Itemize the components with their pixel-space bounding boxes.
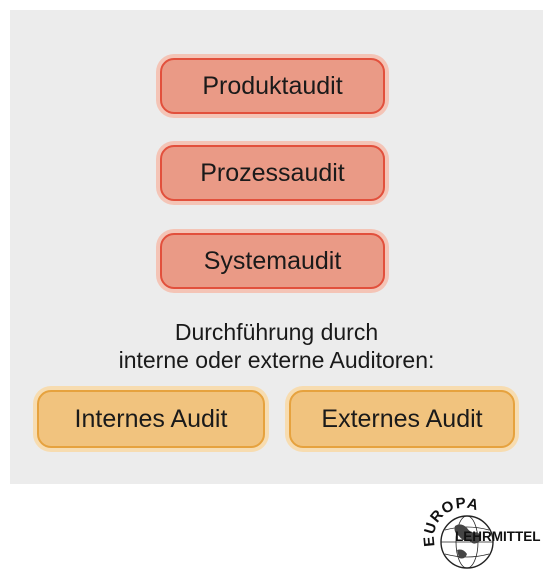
box-externes-audit: Externes Audit — [289, 390, 515, 448]
logo-lehrmittel-text: LEHRMITTEL — [455, 529, 541, 544]
box-systemaudit: Systemaudit — [160, 233, 385, 289]
caption: Durchführung durch interne oder externe … — [30, 318, 523, 374]
caption-line-1: Durchführung durch — [174, 319, 379, 345]
caption-line-2: interne oder externe Auditoren: — [118, 347, 435, 373]
globe-parallels — [444, 526, 490, 558]
europa-lehrmittel-logo: EUROPA LEHRMITTEL — [421, 495, 541, 569]
globe-continents — [454, 524, 481, 559]
box-internes-audit: Internes Audit — [37, 390, 265, 448]
box-produktaudit: Produktaudit — [160, 58, 385, 114]
box-prozessaudit: Prozessaudit — [160, 145, 385, 201]
